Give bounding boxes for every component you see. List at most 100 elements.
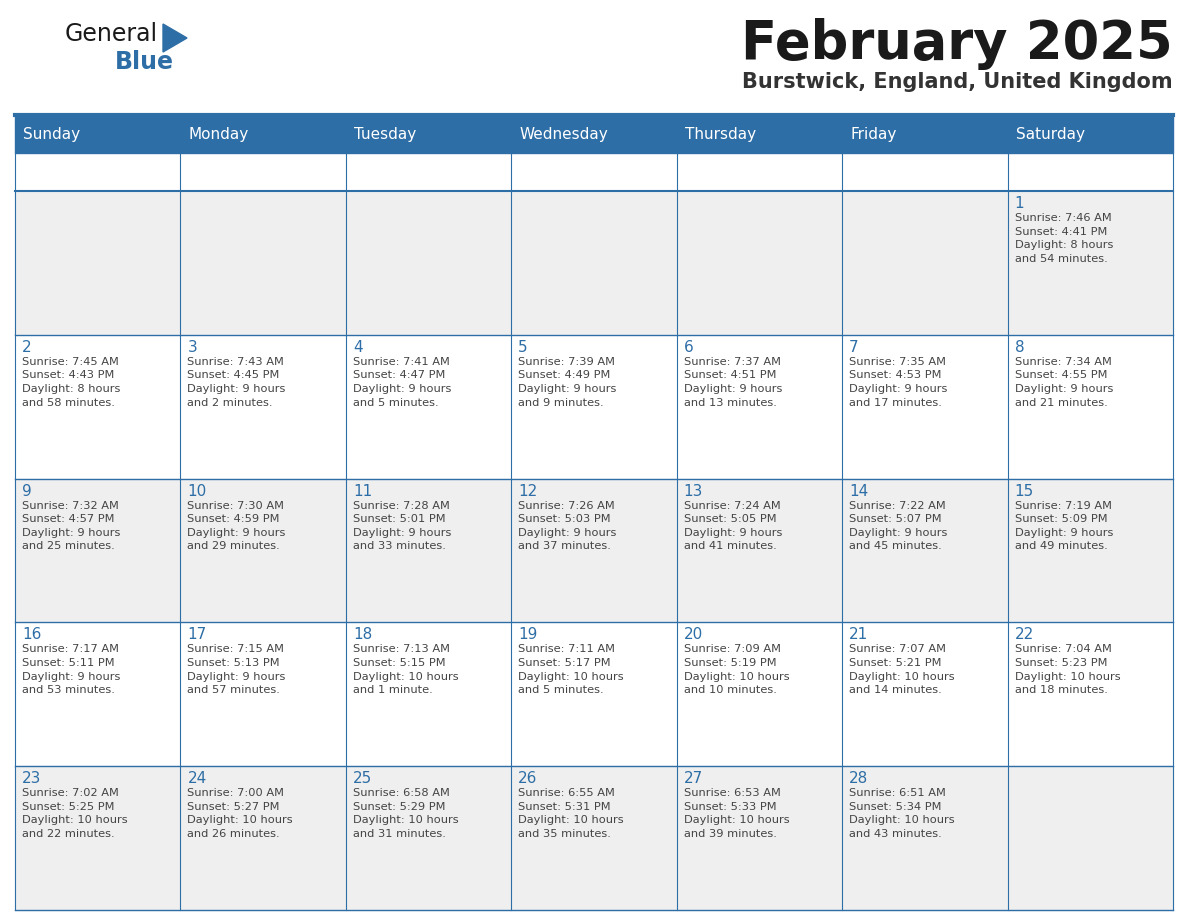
- Text: Sunrise: 7:26 AM
Sunset: 5:03 PM
Daylight: 9 hours
and 37 minutes.: Sunrise: 7:26 AM Sunset: 5:03 PM Dayligh…: [518, 500, 617, 552]
- Text: 20: 20: [684, 627, 703, 643]
- Bar: [15, 622, 181, 767]
- Text: Sunrise: 7:17 AM
Sunset: 5:11 PM
Daylight: 9 hours
and 53 minutes.: Sunrise: 7:17 AM Sunset: 5:11 PM Dayligh…: [23, 644, 120, 695]
- Text: Sunrise: 7:35 AM
Sunset: 4:53 PM
Daylight: 9 hours
and 17 minutes.: Sunrise: 7:35 AM Sunset: 4:53 PM Dayligh…: [849, 357, 948, 408]
- Text: Sunday: Sunday: [23, 127, 80, 141]
- Text: Sunrise: 7:41 AM
Sunset: 4:47 PM
Daylight: 9 hours
and 5 minutes.: Sunrise: 7:41 AM Sunset: 4:47 PM Dayligh…: [353, 357, 451, 408]
- Bar: [842, 335, 1007, 478]
- Text: 24: 24: [188, 771, 207, 786]
- Text: 7: 7: [849, 340, 859, 354]
- Text: Tuesday: Tuesday: [354, 127, 416, 141]
- Text: Sunrise: 7:09 AM
Sunset: 5:19 PM
Daylight: 10 hours
and 10 minutes.: Sunrise: 7:09 AM Sunset: 5:19 PM Dayligh…: [684, 644, 789, 695]
- Text: Sunrise: 7:39 AM
Sunset: 4:49 PM
Daylight: 9 hours
and 9 minutes.: Sunrise: 7:39 AM Sunset: 4:49 PM Dayligh…: [518, 357, 617, 408]
- Text: Sunrise: 7:13 AM
Sunset: 5:15 PM
Daylight: 10 hours
and 1 minute.: Sunrise: 7:13 AM Sunset: 5:15 PM Dayligh…: [353, 644, 459, 695]
- Text: 14: 14: [849, 484, 868, 498]
- Text: 23: 23: [23, 771, 42, 786]
- Text: Sunrise: 7:32 AM
Sunset: 4:57 PM
Daylight: 9 hours
and 25 minutes.: Sunrise: 7:32 AM Sunset: 4:57 PM Dayligh…: [23, 500, 120, 552]
- Text: 25: 25: [353, 771, 372, 786]
- Bar: [181, 767, 346, 910]
- Text: Sunrise: 7:22 AM
Sunset: 5:07 PM
Daylight: 9 hours
and 45 minutes.: Sunrise: 7:22 AM Sunset: 5:07 PM Dayligh…: [849, 500, 948, 552]
- Text: 3: 3: [188, 340, 197, 354]
- Text: Sunrise: 7:15 AM
Sunset: 5:13 PM
Daylight: 9 hours
and 57 minutes.: Sunrise: 7:15 AM Sunset: 5:13 PM Dayligh…: [188, 644, 286, 695]
- Bar: [511, 191, 677, 335]
- Bar: [346, 622, 511, 767]
- Text: Friday: Friday: [851, 127, 897, 141]
- Text: Sunrise: 7:24 AM
Sunset: 5:05 PM
Daylight: 9 hours
and 41 minutes.: Sunrise: 7:24 AM Sunset: 5:05 PM Dayligh…: [684, 500, 782, 552]
- Text: 16: 16: [23, 627, 42, 643]
- Text: 6: 6: [684, 340, 694, 354]
- Text: 22: 22: [1015, 627, 1034, 643]
- Text: 28: 28: [849, 771, 868, 786]
- Text: 15: 15: [1015, 484, 1034, 498]
- Bar: [181, 478, 346, 622]
- Text: 8: 8: [1015, 340, 1024, 354]
- Text: 11: 11: [353, 484, 372, 498]
- Text: General: General: [65, 22, 158, 46]
- Text: Sunrise: 7:43 AM
Sunset: 4:45 PM
Daylight: 9 hours
and 2 minutes.: Sunrise: 7:43 AM Sunset: 4:45 PM Dayligh…: [188, 357, 286, 408]
- Text: Sunrise: 7:28 AM
Sunset: 5:01 PM
Daylight: 9 hours
and 33 minutes.: Sunrise: 7:28 AM Sunset: 5:01 PM Dayligh…: [353, 500, 451, 552]
- Text: Sunrise: 7:00 AM
Sunset: 5:27 PM
Daylight: 10 hours
and 26 minutes.: Sunrise: 7:00 AM Sunset: 5:27 PM Dayligh…: [188, 789, 293, 839]
- Text: Sunrise: 6:53 AM
Sunset: 5:33 PM
Daylight: 10 hours
and 39 minutes.: Sunrise: 6:53 AM Sunset: 5:33 PM Dayligh…: [684, 789, 789, 839]
- Bar: [511, 767, 677, 910]
- Text: 5: 5: [518, 340, 527, 354]
- Text: Sunrise: 7:46 AM
Sunset: 4:41 PM
Daylight: 8 hours
and 54 minutes.: Sunrise: 7:46 AM Sunset: 4:41 PM Dayligh…: [1015, 213, 1113, 263]
- Bar: [1007, 478, 1173, 622]
- Bar: [677, 767, 842, 910]
- Bar: [842, 767, 1007, 910]
- Bar: [346, 335, 511, 478]
- Text: 13: 13: [684, 484, 703, 498]
- Text: 4: 4: [353, 340, 362, 354]
- Bar: [1007, 767, 1173, 910]
- Text: 10: 10: [188, 484, 207, 498]
- Text: Monday: Monday: [189, 127, 248, 141]
- Bar: [15, 478, 181, 622]
- Bar: [677, 191, 842, 335]
- Text: Saturday: Saturday: [1016, 127, 1085, 141]
- Polygon shape: [163, 24, 187, 52]
- Text: 21: 21: [849, 627, 868, 643]
- Text: 26: 26: [518, 771, 538, 786]
- Text: Sunrise: 6:51 AM
Sunset: 5:34 PM
Daylight: 10 hours
and 43 minutes.: Sunrise: 6:51 AM Sunset: 5:34 PM Dayligh…: [849, 789, 955, 839]
- Text: Sunrise: 7:34 AM
Sunset: 4:55 PM
Daylight: 9 hours
and 21 minutes.: Sunrise: 7:34 AM Sunset: 4:55 PM Dayligh…: [1015, 357, 1113, 408]
- Text: 18: 18: [353, 627, 372, 643]
- Text: 19: 19: [518, 627, 538, 643]
- Bar: [677, 478, 842, 622]
- Bar: [511, 478, 677, 622]
- Bar: [1007, 191, 1173, 335]
- Bar: [346, 767, 511, 910]
- Bar: [181, 622, 346, 767]
- Text: 1: 1: [1015, 196, 1024, 211]
- Text: Sunrise: 6:55 AM
Sunset: 5:31 PM
Daylight: 10 hours
and 35 minutes.: Sunrise: 6:55 AM Sunset: 5:31 PM Dayligh…: [518, 789, 624, 839]
- Text: Thursday: Thursday: [684, 127, 756, 141]
- Bar: [511, 622, 677, 767]
- Bar: [511, 335, 677, 478]
- Bar: [842, 478, 1007, 622]
- Text: Wednesday: Wednesday: [519, 127, 608, 141]
- Text: 17: 17: [188, 627, 207, 643]
- Bar: [181, 335, 346, 478]
- Bar: [15, 191, 181, 335]
- Bar: [346, 478, 511, 622]
- Bar: [181, 191, 346, 335]
- Text: 9: 9: [23, 484, 32, 498]
- Bar: [346, 191, 511, 335]
- Text: Sunrise: 7:11 AM
Sunset: 5:17 PM
Daylight: 10 hours
and 5 minutes.: Sunrise: 7:11 AM Sunset: 5:17 PM Dayligh…: [518, 644, 624, 695]
- Text: Sunrise: 7:02 AM
Sunset: 5:25 PM
Daylight: 10 hours
and 22 minutes.: Sunrise: 7:02 AM Sunset: 5:25 PM Dayligh…: [23, 789, 127, 839]
- Text: Sunrise: 7:07 AM
Sunset: 5:21 PM
Daylight: 10 hours
and 14 minutes.: Sunrise: 7:07 AM Sunset: 5:21 PM Dayligh…: [849, 644, 955, 695]
- Text: Sunrise: 6:58 AM
Sunset: 5:29 PM
Daylight: 10 hours
and 31 minutes.: Sunrise: 6:58 AM Sunset: 5:29 PM Dayligh…: [353, 789, 459, 839]
- Text: Sunrise: 7:19 AM
Sunset: 5:09 PM
Daylight: 9 hours
and 49 minutes.: Sunrise: 7:19 AM Sunset: 5:09 PM Dayligh…: [1015, 500, 1113, 552]
- Text: 12: 12: [518, 484, 537, 498]
- Bar: [15, 335, 181, 478]
- Bar: [842, 622, 1007, 767]
- Bar: [1007, 335, 1173, 478]
- Bar: [15, 767, 181, 910]
- Text: Sunrise: 7:04 AM
Sunset: 5:23 PM
Daylight: 10 hours
and 18 minutes.: Sunrise: 7:04 AM Sunset: 5:23 PM Dayligh…: [1015, 644, 1120, 695]
- Text: Blue: Blue: [115, 50, 173, 74]
- Text: Sunrise: 7:30 AM
Sunset: 4:59 PM
Daylight: 9 hours
and 29 minutes.: Sunrise: 7:30 AM Sunset: 4:59 PM Dayligh…: [188, 500, 286, 552]
- Bar: [1007, 622, 1173, 767]
- Bar: [677, 335, 842, 478]
- Bar: [677, 622, 842, 767]
- Text: Sunrise: 7:45 AM
Sunset: 4:43 PM
Daylight: 8 hours
and 58 minutes.: Sunrise: 7:45 AM Sunset: 4:43 PM Dayligh…: [23, 357, 120, 408]
- Text: Burstwick, England, United Kingdom: Burstwick, England, United Kingdom: [742, 72, 1173, 92]
- Text: 27: 27: [684, 771, 703, 786]
- Text: 2: 2: [23, 340, 32, 354]
